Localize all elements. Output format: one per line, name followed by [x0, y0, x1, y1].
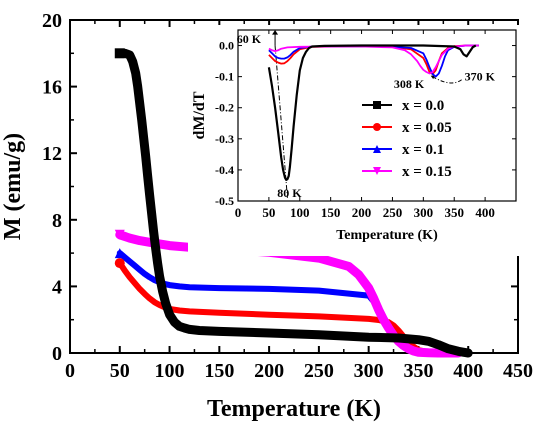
y-tick-label: 20 — [42, 10, 62, 32]
inset-series-line — [268, 44, 479, 78]
inset-y-tick-label: -0.4 — [215, 163, 234, 177]
inset-y-tick-label: -0.5 — [215, 194, 234, 208]
inset-frame — [237, 29, 517, 202]
x-tick-label: 450 — [503, 360, 533, 382]
inset-annotation: 308 K — [394, 77, 425, 91]
inset-annotation: 370 K — [465, 70, 496, 84]
x-tick-label: 350 — [403, 360, 433, 382]
legend-swatch-marker — [373, 145, 381, 153]
curved-dashdot-arrow — [432, 76, 462, 84]
legend-label: x = 0.0 — [402, 98, 444, 114]
x-axis-title: Temperature (K) — [207, 396, 381, 422]
series-line — [115, 48, 473, 358]
x-tick-label: 250 — [304, 360, 334, 382]
x-tick-label: 200 — [254, 360, 284, 382]
y-tick-label: 12 — [42, 143, 62, 165]
inset-y-axis-title: dM/dT — [191, 91, 208, 139]
legend-swatch-marker — [373, 167, 381, 175]
series-line — [115, 230, 463, 358]
inset-background — [188, 25, 524, 256]
inset-y-tick-label: -0.1 — [215, 70, 234, 84]
y-tick-label: 8 — [52, 210, 62, 232]
inset-x-axis-title: Temperature (K) — [336, 228, 438, 243]
y-tick-label: 4 — [52, 276, 62, 298]
inset-x-tick-label: 50 — [262, 205, 275, 220]
inset-x-tick-label: 300 — [414, 205, 434, 220]
x-tick-label: 400 — [453, 360, 483, 382]
series-start-marker — [114, 229, 125, 240]
legend-label: x = 0.05 — [402, 120, 452, 136]
inset-series-line — [268, 44, 479, 75]
inset-y-tick-label: 0.0 — [219, 39, 234, 53]
inset-x-tick-label: 350 — [444, 205, 464, 220]
inset-annotation: 80 K — [277, 186, 302, 200]
inset-x-tick-label: 0 — [235, 205, 242, 220]
x-tick-label: 100 — [155, 360, 185, 382]
inset-x-tick-label: 250 — [383, 205, 403, 220]
inset-x-tick-label: 150 — [321, 205, 341, 220]
y-tick-label: 16 — [42, 77, 62, 99]
dashdot-guide-line — [274, 45, 288, 198]
inset-y-tick-label: -0.2 — [215, 101, 234, 115]
y-tick-label: 0 — [52, 343, 62, 365]
series-start-marker — [114, 48, 125, 59]
main-plot: 0 50 100 150 200 250 300 350 400 450 0 4 8 12 16 20 Temp… — [0, 10, 533, 422]
x-tick-label: 50 — [110, 360, 130, 382]
legend-label: x = 0.15 — [402, 164, 452, 180]
x-tick-label: 150 — [204, 360, 234, 382]
legend-swatch-marker — [373, 101, 381, 109]
inset-y-tick-label: -0.3 — [215, 132, 234, 146]
x-tick-label: 0 — [65, 360, 75, 382]
inset-x-tick-label: 200 — [352, 205, 372, 220]
y-axis-title: M (emu/g) — [0, 133, 26, 240]
inset-x-tick-label: 400 — [475, 205, 495, 220]
series-start-marker — [114, 258, 125, 269]
arrow-head-up — [272, 30, 279, 35]
legend-label: x = 0.1 — [402, 142, 444, 158]
inset-annotation: 60 K — [237, 32, 262, 46]
inset-plot: 0 50 100 150 200 250 300 350 400 0.0 -0.1 -0.2 -0.3 -… — [188, 25, 524, 256]
inset-series-line — [267, 44, 477, 181]
inset-x-tick-label: 100 — [290, 205, 310, 220]
series-start-marker — [114, 248, 125, 259]
legend-swatch-marker — [373, 123, 381, 131]
x-tick-label: 300 — [354, 360, 384, 382]
